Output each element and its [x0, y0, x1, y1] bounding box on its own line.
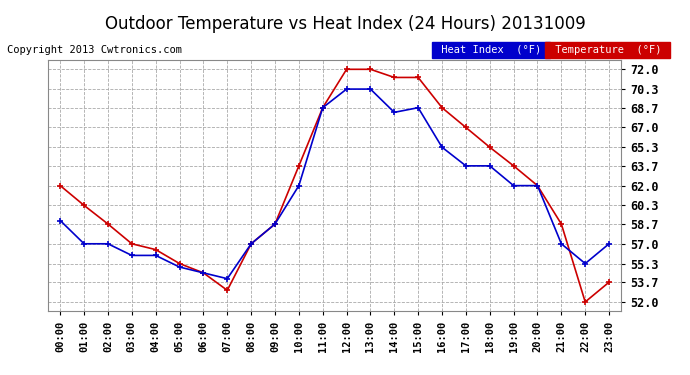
Text: Heat Index  (°F): Heat Index (°F)	[435, 45, 547, 55]
Text: Copyright 2013 Cwtronics.com: Copyright 2013 Cwtronics.com	[7, 45, 182, 55]
Text: Temperature  (°F): Temperature (°F)	[549, 45, 667, 55]
Text: Outdoor Temperature vs Heat Index (24 Hours) 20131009: Outdoor Temperature vs Heat Index (24 Ho…	[105, 15, 585, 33]
